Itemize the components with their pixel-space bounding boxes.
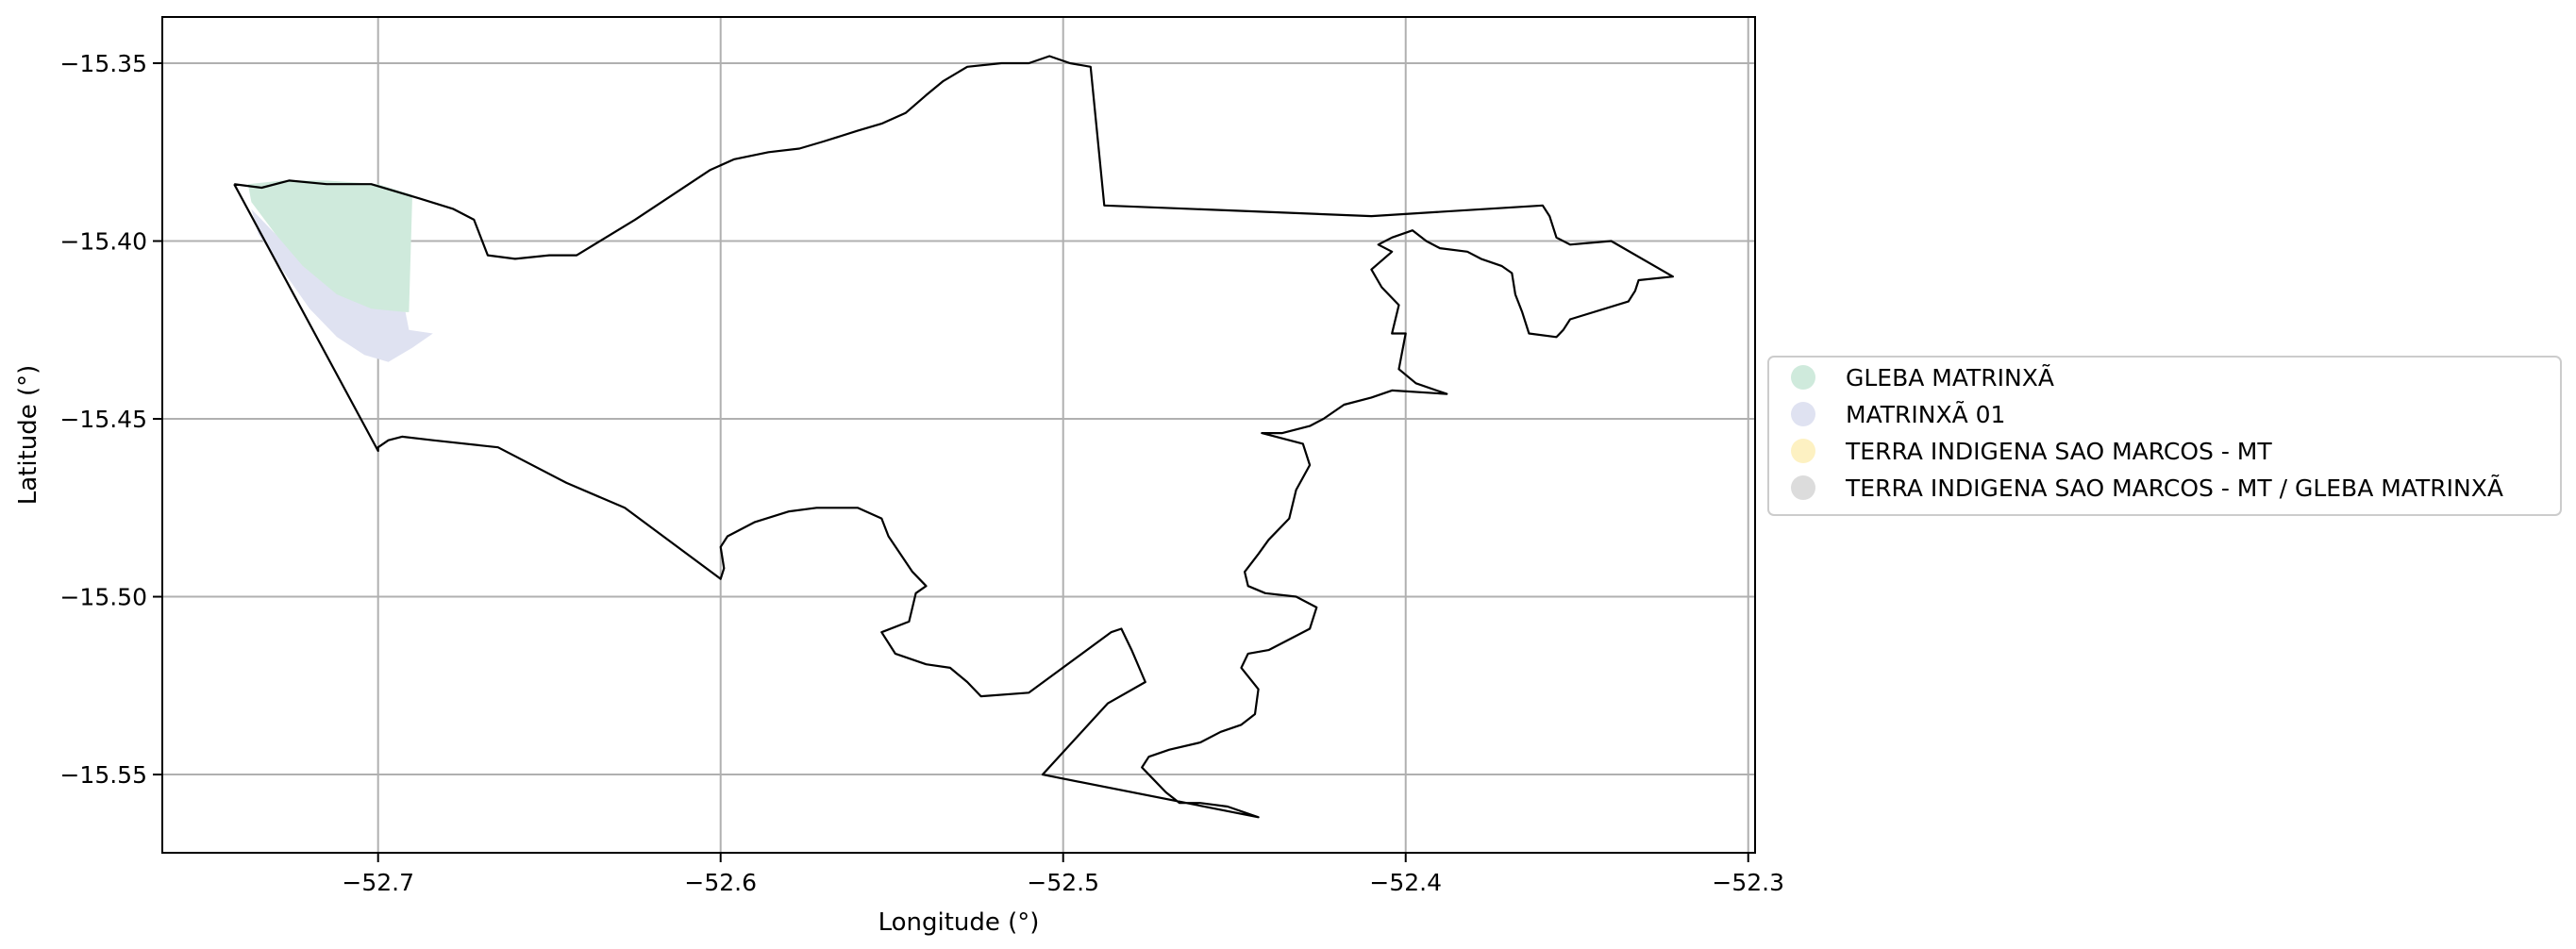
plot-frame bbox=[161, 16, 1756, 854]
area-fills bbox=[247, 180, 433, 362]
grid-lines bbox=[162, 17, 1755, 853]
legend-label: TERRA INDIGENA SAO MARCOS - MT / GLEBA M… bbox=[1845, 474, 2503, 502]
boundary-outline bbox=[233, 55, 1675, 819]
legend-marker bbox=[1791, 365, 1815, 390]
x-axis-title: Longitude (°) bbox=[878, 908, 1040, 937]
area-fill-polygon bbox=[247, 180, 412, 312]
legend-marker bbox=[1791, 402, 1815, 426]
x-tick-label: −52.4 bbox=[1369, 869, 1442, 896]
x-tick-label: −52.6 bbox=[684, 869, 757, 896]
y-tick-label: −15.40 bbox=[59, 228, 147, 256]
axis-ticks: −52.7 −52.6 −52.5 −52.4 −52.3 −15.35 −15.40 −15… bbox=[59, 50, 1784, 896]
legend-marker bbox=[1791, 439, 1815, 463]
legend-box bbox=[1767, 356, 2562, 516]
legend-label: MATRINXÃ 01 bbox=[1846, 400, 2005, 428]
legend: GLEBA MATRINXÃ MATRINXÃ 01 TERRA INDIGENA … bbox=[1767, 356, 2562, 516]
y-tick-label: −15.45 bbox=[59, 406, 147, 433]
y-tick-label: −15.55 bbox=[59, 761, 147, 789]
legend-marker bbox=[1791, 475, 1815, 500]
x-tick-label: −52.3 bbox=[1712, 869, 1784, 896]
y-tick-label: −15.35 bbox=[59, 50, 147, 77]
area-fill-polygon bbox=[251, 208, 433, 362]
boundary-polyline bbox=[233, 55, 1675, 819]
legend-label: GLEBA MATRINXÃ bbox=[1846, 363, 2054, 391]
x-tick-label: −52.5 bbox=[1027, 869, 1099, 896]
y-axis-title: Latitude (°) bbox=[14, 365, 42, 506]
x-tick-label: −52.7 bbox=[342, 869, 414, 896]
y-tick-label: −15.50 bbox=[59, 584, 147, 611]
legend-label: TERRA INDIGENA SAO MARCOS - MT bbox=[1845, 438, 2272, 465]
